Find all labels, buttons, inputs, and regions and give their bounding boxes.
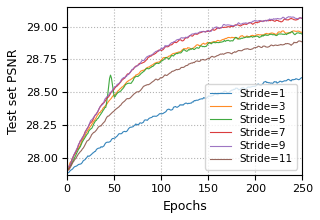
Stride=11	[105, 116, 109, 119]
Stride=7	[228, 26, 232, 28]
X-axis label: Epochs: Epochs	[163, 200, 207, 213]
Stride=3	[292, 30, 296, 32]
Stride=1	[163, 111, 167, 114]
Stride=1	[300, 76, 304, 79]
Stride=5	[160, 59, 164, 62]
Stride=7	[66, 169, 70, 171]
Legend: Stride=1, Stride=3, Stride=5, Stride=7, Stride=9, Stride=11: Stride=1, Stride=3, Stride=5, Stride=7, …	[204, 84, 297, 170]
Stride=9	[66, 166, 70, 169]
Stride=11	[160, 76, 164, 79]
Stride=1	[202, 96, 205, 99]
Line: Stride=1: Stride=1	[68, 77, 302, 173]
Stride=3	[160, 57, 164, 60]
Line: Stride=7: Stride=7	[68, 18, 302, 170]
Stride=1	[160, 112, 164, 115]
Stride=5	[163, 57, 167, 60]
Stride=7	[105, 97, 109, 99]
Stride=3	[202, 42, 205, 44]
Stride=5	[290, 30, 294, 33]
Stride=11	[228, 52, 232, 54]
Stride=9	[286, 15, 290, 18]
Stride=5	[292, 33, 296, 35]
Stride=9	[228, 24, 232, 26]
Stride=5	[300, 33, 304, 35]
Stride=5	[105, 100, 109, 103]
Stride=11	[297, 40, 301, 42]
Stride=9	[163, 44, 167, 47]
Line: Stride=5: Stride=5	[68, 32, 302, 169]
Stride=11	[202, 59, 205, 61]
Stride=11	[66, 169, 70, 171]
Line: Stride=11: Stride=11	[68, 41, 302, 170]
Stride=9	[300, 17, 304, 20]
Stride=7	[163, 46, 167, 48]
Stride=3	[300, 31, 304, 34]
Line: Stride=9: Stride=9	[68, 17, 302, 167]
Stride=7	[291, 18, 295, 20]
Stride=11	[163, 73, 167, 76]
Stride=7	[160, 49, 164, 51]
Stride=1	[66, 171, 70, 174]
Stride=3	[291, 30, 295, 32]
Stride=7	[298, 16, 301, 19]
Stride=1	[228, 90, 232, 93]
Stride=3	[163, 56, 167, 59]
Stride=5	[202, 45, 205, 48]
Stride=5	[66, 167, 70, 170]
Stride=9	[202, 30, 205, 33]
Stride=7	[300, 17, 304, 20]
Stride=11	[291, 42, 295, 45]
Stride=3	[66, 167, 70, 169]
Stride=5	[228, 40, 232, 42]
Stride=9	[292, 16, 296, 19]
Stride=3	[105, 103, 109, 106]
Stride=7	[202, 30, 205, 33]
Stride=1	[291, 79, 295, 81]
Line: Stride=3: Stride=3	[68, 31, 302, 168]
Stride=1	[105, 141, 109, 144]
Y-axis label: Test set PSNR: Test set PSNR	[7, 48, 20, 134]
Stride=9	[160, 48, 164, 50]
Stride=11	[300, 40, 304, 43]
Stride=3	[228, 36, 232, 39]
Stride=9	[105, 95, 109, 98]
